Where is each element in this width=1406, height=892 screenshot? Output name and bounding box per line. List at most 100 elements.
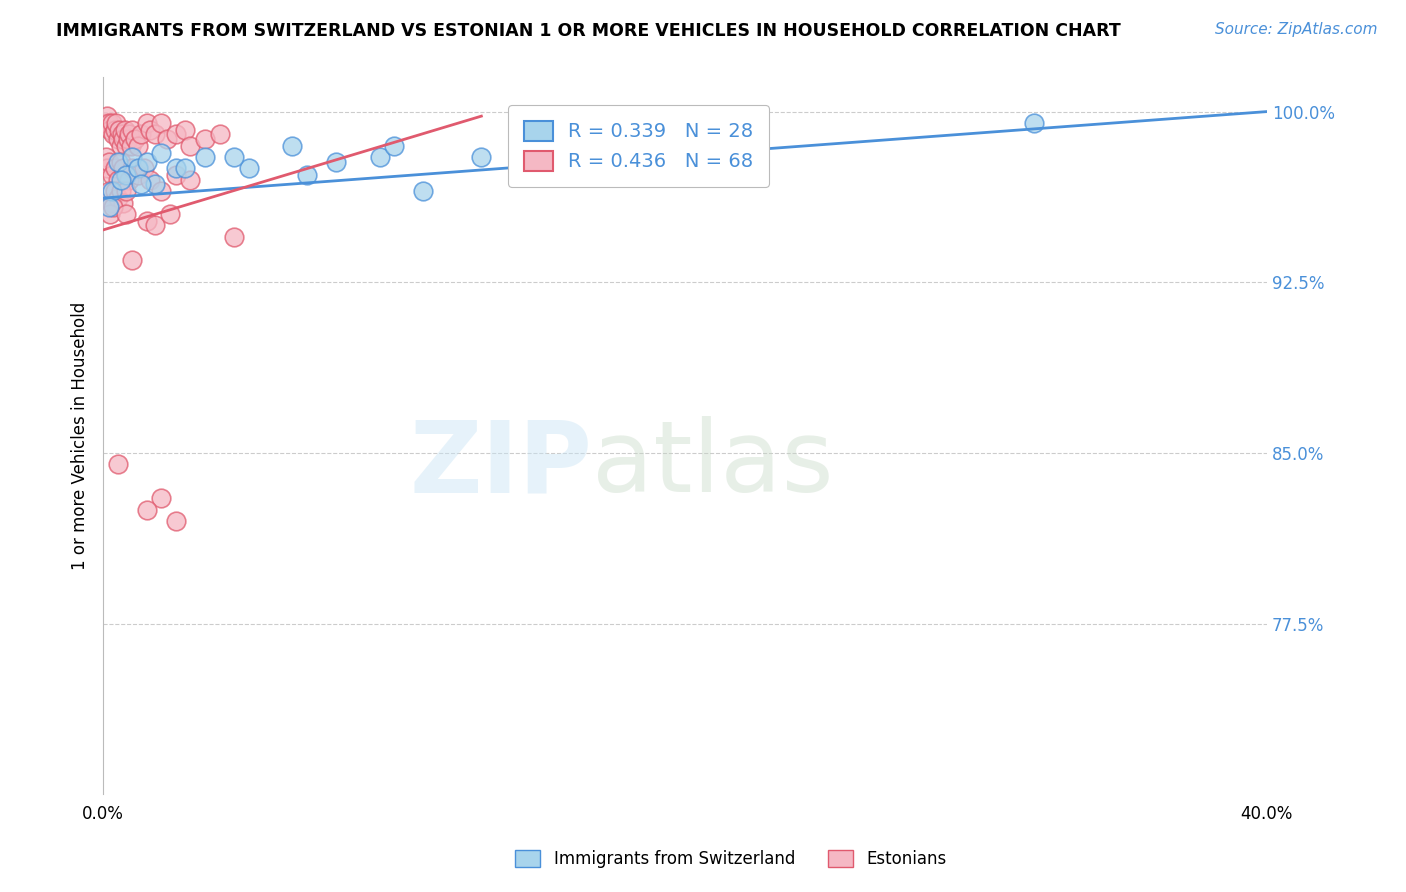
Point xyxy=(118,128,141,142)
Point xyxy=(586,145,609,160)
Point xyxy=(97,116,120,130)
Point xyxy=(124,132,146,146)
Point xyxy=(112,195,135,210)
Point xyxy=(135,214,157,228)
Point xyxy=(150,116,173,130)
Point xyxy=(281,138,304,153)
Point xyxy=(97,200,120,214)
Point xyxy=(96,161,118,176)
Point xyxy=(382,138,405,153)
Point xyxy=(121,252,143,267)
Point xyxy=(135,154,157,169)
Point xyxy=(110,184,132,198)
Point xyxy=(645,154,668,169)
Point xyxy=(104,123,127,137)
Point xyxy=(115,169,138,183)
Point xyxy=(112,161,135,176)
Point xyxy=(97,184,120,198)
Point xyxy=(238,161,260,176)
Point xyxy=(107,458,129,472)
Point xyxy=(208,128,231,142)
Point xyxy=(132,161,155,176)
Point xyxy=(115,138,138,153)
Point xyxy=(325,154,347,169)
Point xyxy=(121,161,143,176)
Point xyxy=(165,169,187,183)
Point xyxy=(470,150,492,164)
Point xyxy=(107,191,129,205)
Point xyxy=(97,154,120,169)
Legend: Immigrants from Switzerland, Estonians: Immigrants from Switzerland, Estonians xyxy=(509,843,953,875)
Legend: R = 0.339   N = 28, R = 0.436   N = 68: R = 0.339 N = 28, R = 0.436 N = 68 xyxy=(508,105,769,187)
Point xyxy=(165,128,187,142)
Point xyxy=(114,123,136,137)
Point xyxy=(145,128,167,142)
Point xyxy=(110,138,132,153)
Point xyxy=(127,169,149,183)
Point xyxy=(150,491,173,506)
Point xyxy=(117,132,139,146)
Point xyxy=(101,195,124,210)
Point xyxy=(101,184,124,198)
Point xyxy=(295,169,318,183)
Point xyxy=(703,138,725,153)
Point xyxy=(104,184,127,198)
Point xyxy=(94,116,117,130)
Point xyxy=(112,132,135,146)
Point xyxy=(96,109,118,123)
Text: ZIP: ZIP xyxy=(409,416,592,513)
Point xyxy=(127,161,149,176)
Point xyxy=(105,116,128,130)
Point xyxy=(222,150,245,164)
Point xyxy=(108,123,131,137)
Point xyxy=(173,123,195,137)
Point xyxy=(120,138,142,153)
Point xyxy=(145,178,167,192)
Point xyxy=(165,161,187,176)
Point xyxy=(179,173,201,187)
Point xyxy=(173,161,195,176)
Point xyxy=(107,173,129,187)
Y-axis label: 1 or more Vehicles in Household: 1 or more Vehicles in Household xyxy=(72,301,89,570)
Point xyxy=(129,178,152,192)
Point xyxy=(179,138,201,153)
Point xyxy=(368,150,391,164)
Point xyxy=(110,173,132,187)
Point xyxy=(115,169,138,183)
Point xyxy=(194,132,217,146)
Point xyxy=(110,154,132,169)
Point xyxy=(135,503,157,517)
Point xyxy=(1024,116,1046,130)
Point xyxy=(121,150,143,164)
Point xyxy=(100,207,122,221)
Point xyxy=(101,169,124,183)
Point xyxy=(156,132,179,146)
Point xyxy=(115,207,138,221)
Point xyxy=(107,154,129,169)
Point xyxy=(159,207,181,221)
Point xyxy=(127,138,149,153)
Point xyxy=(121,123,143,137)
Point xyxy=(138,123,160,137)
Point xyxy=(104,161,127,176)
Point xyxy=(101,116,124,130)
Point xyxy=(100,123,122,137)
Point xyxy=(118,173,141,187)
Text: atlas: atlas xyxy=(592,416,834,513)
Point xyxy=(107,132,129,146)
Point xyxy=(129,128,152,142)
Point xyxy=(138,173,160,187)
Point xyxy=(115,184,138,198)
Point xyxy=(222,229,245,244)
Point xyxy=(135,116,157,130)
Point xyxy=(94,150,117,164)
Point xyxy=(412,184,434,198)
Point xyxy=(165,514,187,528)
Point xyxy=(103,128,125,142)
Text: Source: ZipAtlas.com: Source: ZipAtlas.com xyxy=(1215,22,1378,37)
Point xyxy=(194,150,217,164)
Point xyxy=(150,145,173,160)
Point xyxy=(529,161,551,176)
Point xyxy=(111,128,134,142)
Point xyxy=(150,184,173,198)
